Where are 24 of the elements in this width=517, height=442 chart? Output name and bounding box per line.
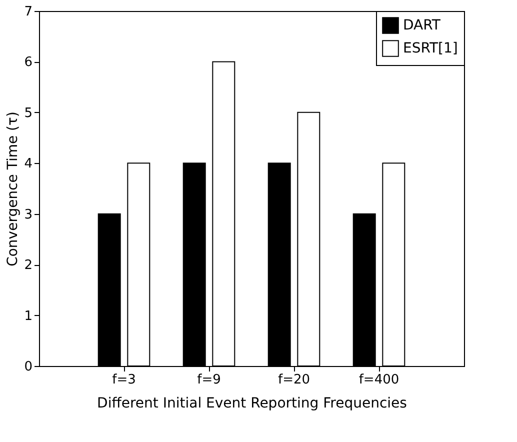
bar bbox=[352, 213, 376, 366]
bar bbox=[382, 162, 406, 366]
y-axis-title: Convergence Time (τ) bbox=[5, 112, 22, 266]
bar bbox=[297, 112, 320, 366]
y-tick-label: 0 bbox=[24, 360, 32, 374]
legend-label: DART bbox=[403, 18, 441, 34]
x-tick-label: f=400 bbox=[358, 372, 400, 388]
bar bbox=[268, 162, 291, 366]
x-tick-label: f=20 bbox=[278, 372, 310, 388]
y-tick-label: 5 bbox=[24, 106, 32, 121]
y-tick-label: 4 bbox=[24, 156, 32, 172]
bar bbox=[127, 162, 150, 366]
y-tick-label: 1 bbox=[24, 308, 32, 324]
x-tick-label: f=9 bbox=[197, 372, 221, 388]
bar bbox=[182, 162, 206, 366]
bar bbox=[212, 61, 236, 366]
y-tick-label: 6 bbox=[24, 55, 32, 70]
y-tick-label: 7 bbox=[24, 4, 32, 20]
y-tick-label: 2 bbox=[24, 258, 32, 274]
x-tick-label: f=3 bbox=[112, 372, 136, 388]
bar bbox=[98, 213, 121, 366]
x-axis-title: Different Initial Event Reporting Frequencies bbox=[97, 396, 407, 412]
legend-label: ESRT[1] bbox=[403, 40, 458, 56]
y-tick-label: 3 bbox=[24, 207, 32, 222]
